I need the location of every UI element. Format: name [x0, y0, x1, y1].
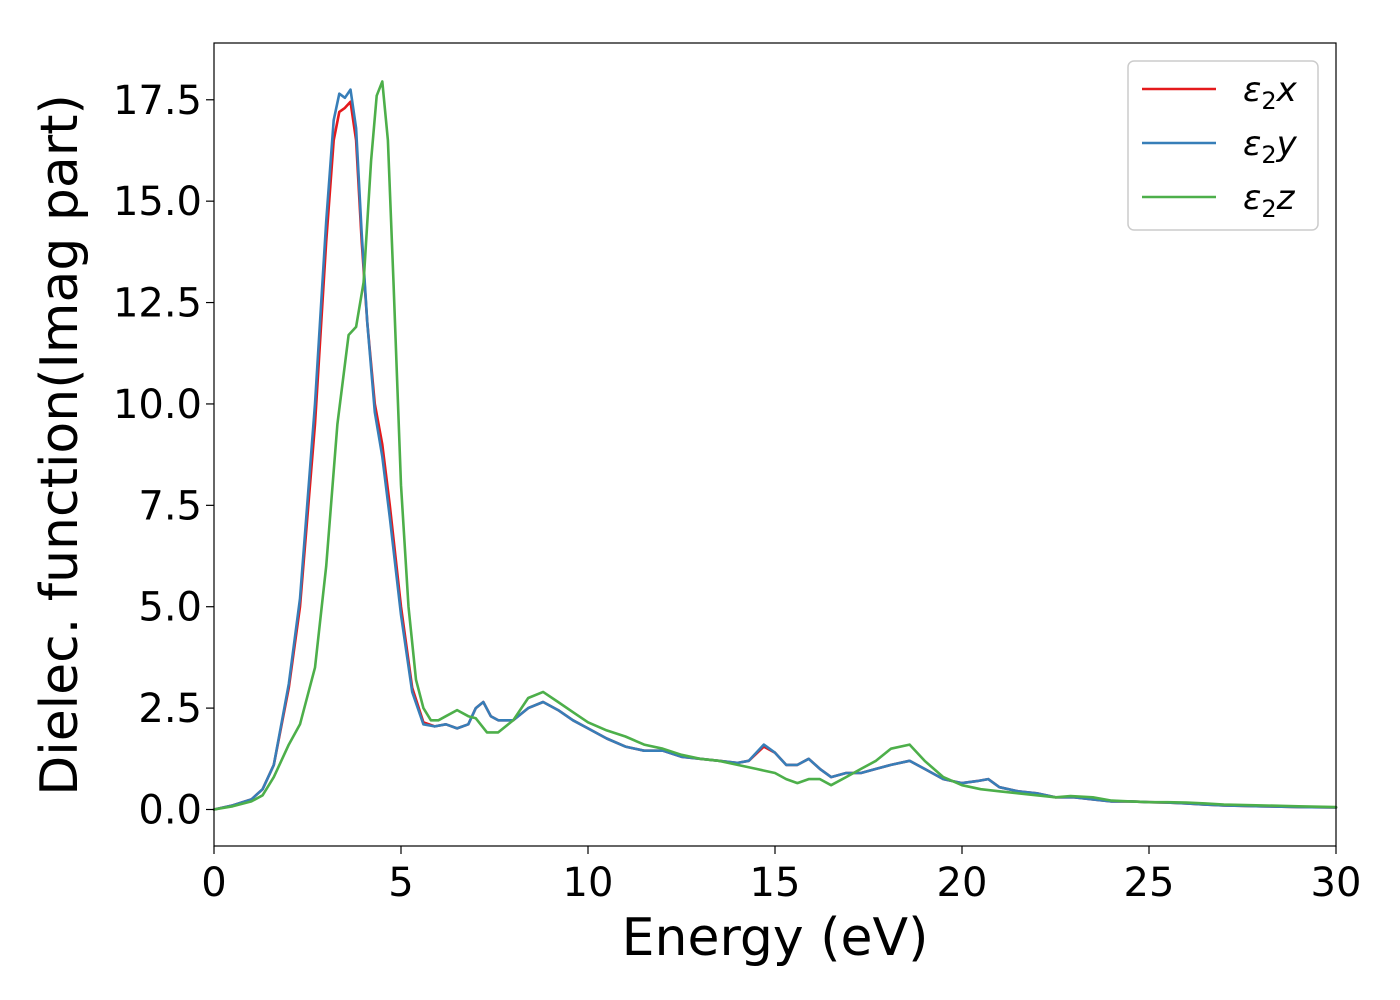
- series-line-z: [212, 80, 1338, 811]
- y-axis-ticks: 0.0 2.5 5.0 7.5 10.0 12.5 15.0 17.5: [113, 78, 214, 834]
- x-tick-label: 30: [1311, 860, 1362, 906]
- x-tick-label: 25: [1124, 860, 1175, 906]
- legend-label-y: ε2y: [1243, 124, 1298, 169]
- y-tick-label: 5.0: [138, 585, 202, 631]
- x-tick-label: 10: [563, 860, 614, 906]
- y-tick-label: 12.5: [113, 281, 202, 327]
- x-tick-label: 15: [750, 860, 801, 906]
- y-tick-label: 2.5: [138, 686, 202, 732]
- legend-label-z: ε2z: [1243, 178, 1296, 223]
- legend-label-x: ε2x: [1243, 70, 1298, 115]
- y-axis-label: Dielec. function(Imag part): [30, 94, 90, 796]
- y-tick-label: 17.5: [113, 78, 202, 124]
- series-line-y: [212, 88, 1338, 811]
- x-axis-ticks: 0 5 10 15 20 25 30: [201, 846, 1361, 906]
- y-tick-label: 0.0: [138, 788, 202, 834]
- x-tick-label: 20: [937, 860, 988, 906]
- y-tick-label: 15.0: [113, 179, 202, 225]
- legend-box: [1127, 60, 1319, 231]
- y-tick-label: 10.0: [113, 382, 202, 428]
- x-tick-label: 0: [201, 860, 226, 906]
- x-axis-label: Energy (eV): [622, 908, 929, 968]
- x-tick-label: 5: [388, 860, 413, 906]
- legend: ε2x ε2y ε2z: [1127, 60, 1319, 231]
- y-tick-label: 7.5: [138, 483, 202, 529]
- series-layer: [212, 80, 1338, 811]
